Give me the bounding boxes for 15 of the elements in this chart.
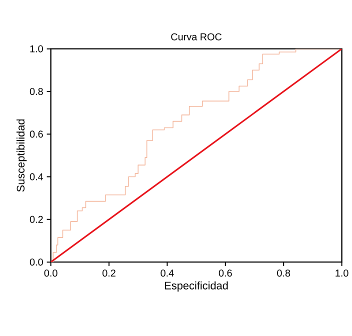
x-tick-label: 0.4 bbox=[160, 270, 174, 277]
y-tick-label: 0.6 bbox=[30, 130, 43, 138]
x-tick-label: 0.6 bbox=[218, 270, 232, 277]
x-tick-label: 0.2 bbox=[102, 270, 116, 277]
y-tick-label: 0.2 bbox=[30, 216, 43, 224]
x-tick-label: 0.0 bbox=[44, 270, 58, 277]
y-tick-label: 0.0 bbox=[30, 258, 43, 266]
x-tick-label: 0.8 bbox=[277, 270, 290, 277]
x-axis-title: Especificidad bbox=[165, 282, 228, 292]
x-tick-label: 1.0 bbox=[336, 270, 348, 277]
chart-title: Curva ROC bbox=[171, 33, 222, 40]
y-tick-label: 1.0 bbox=[30, 45, 43, 52]
y-axis-title: Susceptibilidad bbox=[16, 120, 27, 192]
y-tick-label: 0.4 bbox=[30, 173, 44, 180]
y-tick-label: 0.8 bbox=[30, 88, 43, 96]
